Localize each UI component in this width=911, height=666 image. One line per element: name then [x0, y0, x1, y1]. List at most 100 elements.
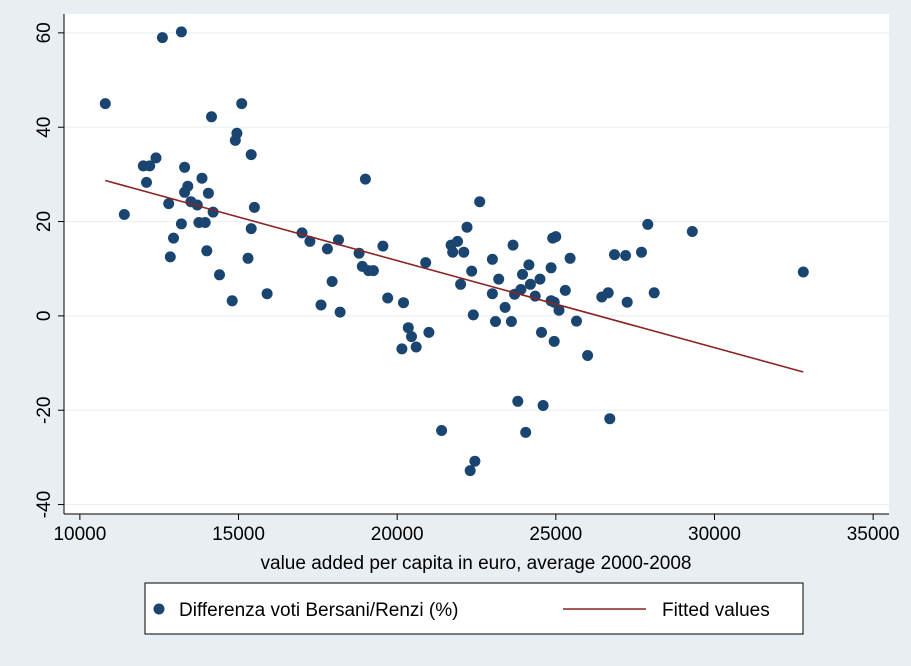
- data-point-80: [524, 278, 536, 290]
- data-point-93: [564, 252, 576, 264]
- data-point-3: [144, 160, 156, 172]
- data-point-62: [464, 465, 476, 477]
- data-point-7: [175, 26, 187, 38]
- data-point-98: [604, 413, 616, 425]
- data-point-24: [214, 269, 225, 281]
- data-point-0: [99, 98, 111, 110]
- data-point-61: [461, 221, 473, 233]
- data-point-99: [609, 249, 620, 261]
- legend: Differenza voti Bersani/Renzi (%) Fitted…: [144, 582, 804, 635]
- data-point-33: [261, 288, 273, 300]
- data-point-70: [493, 273, 505, 285]
- data-point-97: [602, 287, 614, 299]
- data-point-66: [474, 196, 486, 208]
- data-point-27: [231, 127, 243, 139]
- data-point-94: [571, 315, 582, 327]
- y-axis-ticks: 60 40 20 0 -20 -40: [34, 22, 64, 518]
- data-point-22: [206, 111, 217, 123]
- data-point-14: [182, 180, 194, 192]
- data-point-86: [545, 262, 557, 274]
- data-point-35: [304, 235, 316, 247]
- data-point-90: [550, 231, 562, 243]
- legend-label-line: Fitted values: [662, 600, 770, 621]
- data-point-79: [523, 259, 535, 271]
- data-point-83: [536, 326, 547, 338]
- data-point-45: [367, 265, 379, 277]
- data-point-89: [548, 335, 560, 347]
- y-tick-label-5: -40: [34, 491, 55, 518]
- data-point-38: [326, 276, 338, 287]
- data-point-39: [333, 234, 344, 246]
- data-point-47: [382, 292, 394, 304]
- data-point-28: [236, 98, 248, 110]
- data-point-46: [377, 240, 389, 252]
- data-point-77: [517, 268, 528, 280]
- data-point-64: [467, 309, 479, 321]
- data-point-19: [199, 217, 211, 228]
- y-tick-label-1: 40: [34, 117, 55, 138]
- data-point-11: [175, 218, 187, 230]
- y-tick-label-0: 60: [34, 22, 55, 43]
- data-point-55: [436, 425, 448, 436]
- plot-area: [64, 14, 889, 514]
- data-point-21: [202, 187, 214, 199]
- x-tick-label-4: 30000: [688, 524, 741, 545]
- legend-label-scatter: Differenza voti Bersani/Renzi (%): [179, 600, 458, 621]
- y-tick-label-4: -20: [34, 396, 55, 423]
- y-tick-label-2: 20: [34, 211, 55, 232]
- data-point-53: [420, 257, 432, 269]
- data-point-67: [486, 253, 498, 265]
- x-tick-label-2: 20000: [371, 524, 424, 545]
- data-point-103: [642, 218, 654, 230]
- data-point-100: [620, 250, 632, 261]
- data-point-60: [458, 246, 470, 258]
- y-tick-label-3: 0: [34, 311, 55, 322]
- x-tick-label-0: 10000: [53, 524, 106, 545]
- x-axis-ticks: 10000 15000 20000 25000 30000 35000: [53, 514, 900, 545]
- data-point-8: [163, 198, 175, 210]
- data-point-78: [520, 426, 532, 438]
- data-point-102: [636, 246, 647, 258]
- data-point-82: [534, 273, 546, 285]
- data-point-51: [406, 331, 417, 343]
- data-point-52: [410, 341, 422, 353]
- data-point-31: [245, 223, 257, 235]
- data-point-36: [315, 299, 327, 311]
- data-point-58: [452, 235, 463, 247]
- data-point-54: [423, 326, 435, 338]
- data-point-4: [141, 176, 152, 188]
- data-point-69: [490, 316, 501, 327]
- data-point-40: [334, 306, 346, 318]
- data-point-25: [226, 295, 238, 307]
- data-point-104: [648, 287, 660, 299]
- x-tick-label-5: 35000: [847, 524, 900, 545]
- data-point-30: [245, 149, 257, 161]
- data-point-6: [156, 32, 168, 44]
- data-point-105: [686, 226, 698, 237]
- data-point-20: [201, 245, 213, 257]
- fitted-line: [105, 179, 804, 373]
- data-point-49: [398, 297, 409, 309]
- data-point-95: [582, 350, 594, 361]
- data-point-43: [359, 173, 371, 185]
- x-tick-label-1: 15000: [212, 524, 265, 545]
- legend-marker-scatter: [153, 603, 165, 615]
- data-point-73: [507, 239, 519, 251]
- data-point-106: [797, 266, 809, 278]
- data-point-59: [455, 278, 467, 290]
- legend-box: [144, 582, 804, 635]
- data-point-91: [553, 304, 565, 316]
- data-point-1: [118, 209, 130, 220]
- data-point-68: [486, 288, 498, 300]
- data-point-76: [515, 284, 527, 295]
- data-point-48: [396, 343, 408, 355]
- data-point-50: [402, 322, 414, 334]
- x-tick-label-3: 25000: [529, 524, 582, 545]
- data-point-10: [168, 232, 179, 244]
- data-point-72: [505, 316, 517, 327]
- data-point-29: [242, 252, 254, 264]
- data-point-65: [469, 455, 481, 467]
- data-point-9: [164, 251, 176, 263]
- data-point-32: [248, 201, 260, 213]
